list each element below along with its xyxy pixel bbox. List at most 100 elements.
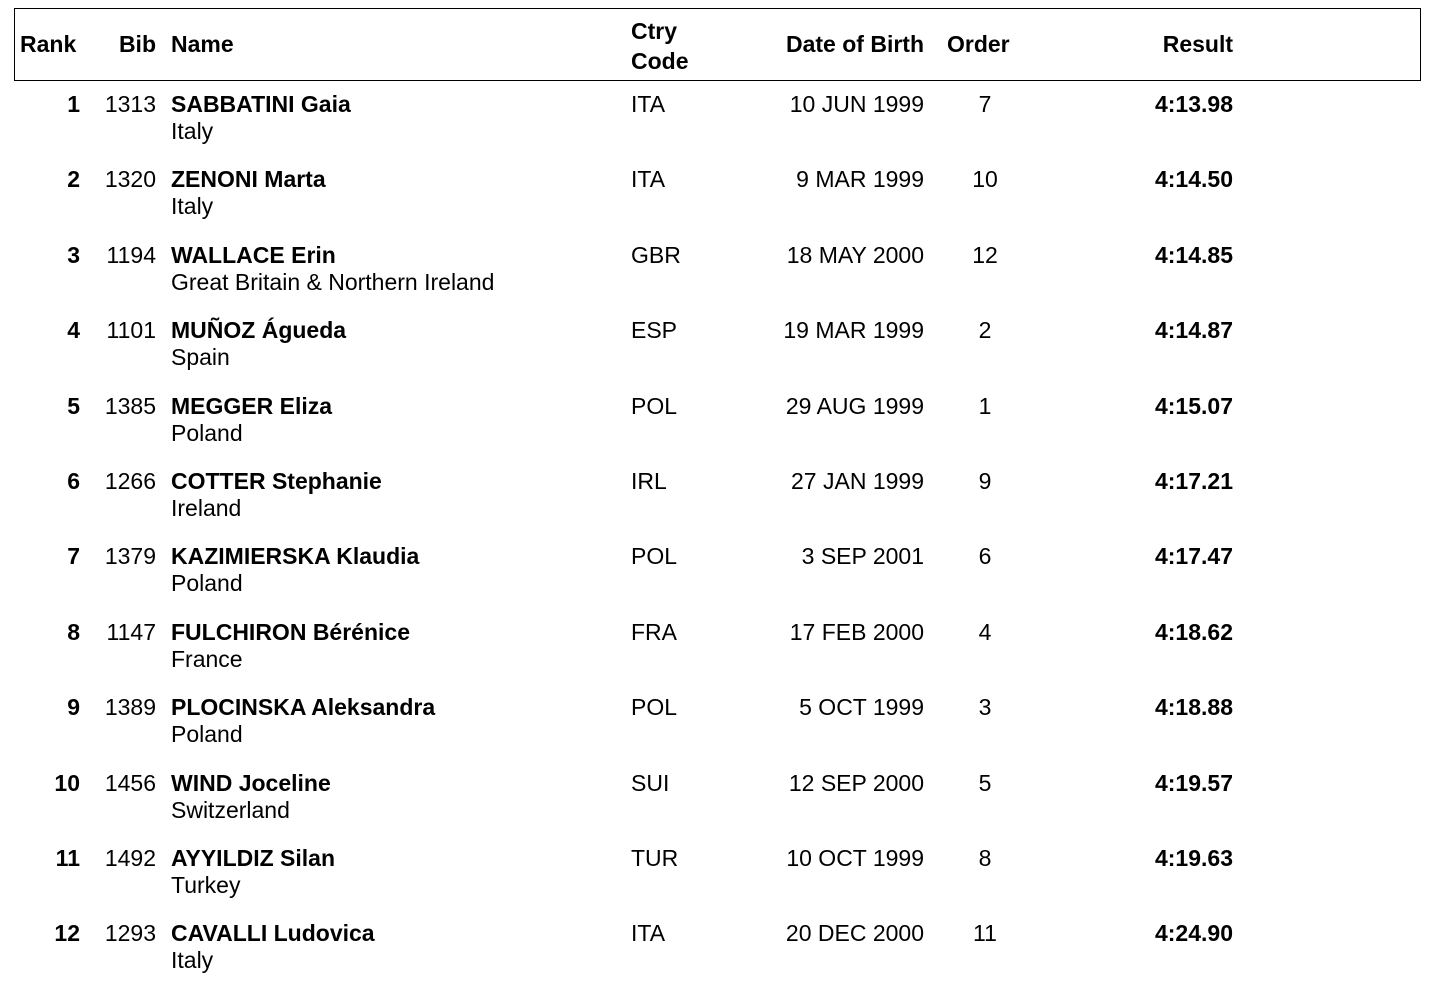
country-code: TUR	[631, 845, 679, 871]
country-code: GBR	[631, 241, 681, 268]
athlete-name: PLOCINSKA Aleksandra	[171, 694, 436, 721]
rank: 3	[67, 241, 80, 268]
bib: 1456	[104, 769, 156, 796]
country-name: Ireland	[171, 495, 242, 521]
result: 4:18.88	[1154, 694, 1233, 721]
result: 4:19.63	[1154, 845, 1233, 871]
result: 4:14.85	[1154, 241, 1233, 268]
date-of-birth: 12 SEP 2000	[788, 769, 924, 796]
country-code: POL	[631, 543, 678, 570]
order: 9	[978, 468, 992, 494]
header-name: Name	[171, 31, 234, 57]
country-code: POL	[631, 392, 678, 419]
result: 4:17.47	[1154, 543, 1233, 570]
order: 7	[978, 91, 992, 117]
order: 1	[978, 392, 992, 419]
country-code: IRL	[631, 468, 667, 494]
order: 10	[972, 166, 998, 193]
order: 12	[972, 241, 998, 268]
country-code: ITA	[631, 166, 666, 193]
country-code: ESP	[631, 317, 678, 344]
result: 4:24.90	[1154, 920, 1233, 947]
athlete-name: MEGGER Eliza	[171, 392, 333, 419]
bib: 1147	[106, 618, 156, 645]
athlete-name: WIND Joceline	[171, 769, 331, 796]
country-name: Poland	[171, 419, 243, 446]
order: 11	[973, 920, 997, 947]
header-box	[14, 8, 1421, 81]
athlete-name: SABBATINI Gaia	[171, 91, 351, 117]
rank: 9	[67, 694, 80, 721]
date-of-birth: 3 SEP 2001	[801, 543, 924, 570]
header-bib: Bib	[118, 31, 156, 57]
athlete-name: COTTER Stephanie	[171, 468, 382, 494]
date-of-birth: 29 AUG 1999	[785, 392, 924, 419]
country-code: ITA	[631, 91, 666, 117]
athlete-name: AYYILDIZ Silan	[171, 845, 336, 871]
country-code: FRA	[631, 618, 677, 645]
order: 2	[978, 317, 992, 344]
bib: 1293	[104, 920, 156, 947]
rank: 12	[54, 920, 80, 947]
result: 4:14.50	[1154, 166, 1233, 193]
bib: 1266	[104, 468, 156, 494]
bib: 1385	[104, 392, 156, 419]
country-name: Spain	[171, 344, 230, 371]
rank: 7	[67, 543, 80, 570]
header-dob: Date of Birth	[786, 31, 924, 57]
bib: 1101	[106, 317, 156, 344]
order: 3	[978, 694, 992, 721]
bib: 1194	[106, 241, 156, 268]
athlete-name: KAZIMIERSKA Klaudia	[171, 543, 420, 570]
athlete-name: FULCHIRON Bérénice	[171, 618, 410, 645]
bib: 1389	[104, 694, 156, 721]
country-name: Turkey	[171, 872, 241, 898]
header-result: Result	[1162, 31, 1233, 57]
date-of-birth: 5 OCT 1999	[799, 694, 924, 721]
date-of-birth: 10 JUN 1999	[789, 91, 924, 117]
result: 4:15.07	[1154, 392, 1233, 419]
order: 4	[978, 618, 992, 645]
country-name: Great Britain & Northern Ireland	[171, 268, 495, 295]
country-name: Italy	[171, 947, 214, 974]
athlete-name: CAVALLI Ludovica	[171, 920, 375, 947]
order: 5	[978, 769, 992, 796]
header-order: Order	[947, 31, 1010, 57]
bib: 1320	[104, 166, 156, 193]
country-name: France	[171, 645, 243, 672]
date-of-birth: 20 DEC 2000	[785, 920, 924, 947]
country-name: Poland	[171, 570, 243, 597]
country-name: Italy	[171, 118, 214, 144]
order: 8	[978, 845, 992, 871]
date-of-birth: 19 MAR 1999	[783, 317, 924, 344]
country-code: POL	[631, 694, 678, 721]
country-code: ITA	[631, 920, 666, 947]
athlete-name: ZENONI Marta	[171, 166, 326, 193]
header-rank: Rank	[20, 31, 77, 57]
result: 4:17.21	[1154, 468, 1233, 494]
rank: 10	[54, 769, 80, 796]
bib: 1379	[104, 543, 156, 570]
country-name: Poland	[171, 721, 243, 748]
date-of-birth: 9 MAR 1999	[796, 166, 924, 193]
rank: 8	[67, 618, 80, 645]
result: 4:19.57	[1154, 769, 1233, 796]
date-of-birth: 18 MAY 2000	[786, 241, 924, 268]
rank: 4	[67, 317, 80, 344]
country-name: Switzerland	[171, 796, 290, 823]
result: 4:18.62	[1154, 618, 1233, 645]
rank: 1	[67, 91, 80, 117]
rank: 5	[67, 392, 80, 419]
result: 4:13.98	[1154, 91, 1233, 117]
date-of-birth: 17 FEB 2000	[789, 618, 924, 645]
country-name: Italy	[171, 193, 214, 220]
athlete-name: WALLACE Erin	[171, 241, 336, 268]
rank: 2	[67, 166, 80, 193]
header-country: Ctry Code	[631, 18, 689, 74]
bib: 1313	[104, 91, 156, 117]
bib: 1492	[104, 845, 156, 871]
order: 6	[978, 543, 992, 570]
country-code: SUI	[631, 769, 670, 796]
date-of-birth: 27 JAN 1999	[791, 468, 924, 494]
